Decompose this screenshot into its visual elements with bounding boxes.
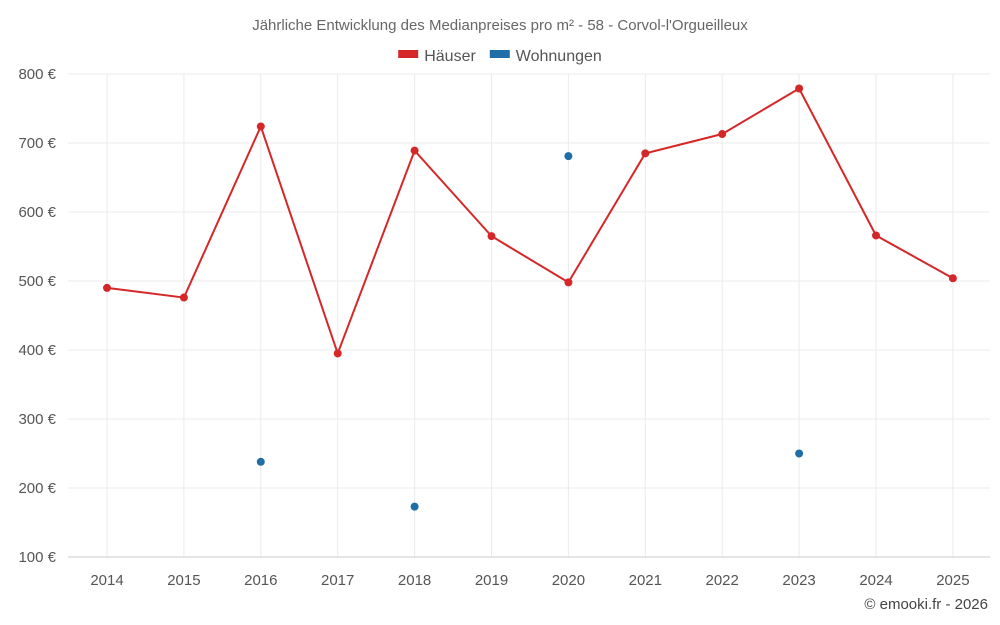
- legend-label: Wohnungen: [516, 48, 602, 65]
- data-point-haeuser[interactable]: [564, 278, 573, 287]
- chart-title: Jährliche Entwicklung des Medianpreises …: [252, 17, 748, 34]
- x-tick-label: 2024: [859, 572, 892, 589]
- grid: [68, 73, 990, 558]
- credit-text: © emooki.fr - 2026: [864, 596, 988, 613]
- data-point-haeuser[interactable]: [256, 122, 265, 131]
- legend-item-wohnungen[interactable]: Wohnungen: [489, 48, 602, 65]
- series-layer: [103, 84, 957, 511]
- data-point-haeuser[interactable]: [333, 349, 342, 358]
- data-point-haeuser[interactable]: [103, 283, 111, 292]
- x-tick-label: 2015: [167, 572, 200, 589]
- series-line-haeuser: [106, 87, 954, 357]
- legend-item-haeuser[interactable]: Häuser: [398, 48, 476, 65]
- legend-label: Häuser: [424, 48, 476, 65]
- y-tick-label: 100 €: [18, 549, 56, 566]
- x-tick-label: 2020: [552, 572, 585, 589]
- data-point-wohnungen[interactable]: [256, 457, 265, 466]
- x-tick-label: 2022: [706, 572, 739, 589]
- y-axis-ticks: 100 € 200 € 300 € 400 € 500 € 600 € 700 € 800 €: [18, 66, 56, 566]
- x-tick-label: 2023: [782, 572, 815, 589]
- data-point-wohnungen[interactable]: [410, 502, 419, 511]
- data-point-wohnungen[interactable]: [795, 449, 804, 458]
- data-point-haeuser[interactable]: [872, 231, 880, 240]
- x-tick-label: 2019: [475, 572, 508, 589]
- y-tick-label: 200 €: [18, 480, 56, 497]
- y-tick-label: 400 €: [18, 342, 56, 359]
- y-tick-label: 800 €: [18, 66, 56, 83]
- data-point-haeuser[interactable]: [795, 84, 804, 93]
- x-tick-label: 2017: [321, 572, 354, 589]
- data-point-haeuser[interactable]: [410, 146, 419, 155]
- legend-swatch: [398, 50, 419, 58]
- legend: Häuser Wohnungen: [398, 48, 602, 65]
- x-tick-label: 2021: [629, 572, 662, 589]
- data-point-wohnungen[interactable]: [564, 152, 573, 161]
- data-point-haeuser[interactable]: [641, 149, 650, 158]
- x-tick-label: 2014: [90, 572, 123, 589]
- x-tick-label: 2016: [244, 572, 277, 589]
- x-axis-ticks: 2014 2015 2016 2017 2018 2019 2020 2021 2022 2023…: [90, 572, 969, 589]
- y-tick-label: 700 €: [18, 135, 56, 152]
- data-point-haeuser[interactable]: [487, 232, 496, 241]
- data-point-haeuser[interactable]: [179, 293, 188, 302]
- x-tick-label: 2018: [398, 572, 431, 589]
- y-tick-label: 600 €: [18, 204, 56, 221]
- y-tick-label: 500 €: [18, 273, 56, 290]
- y-tick-label: 300 €: [18, 411, 56, 428]
- data-point-haeuser[interactable]: [718, 130, 727, 139]
- x-tick-label: 2025: [936, 572, 969, 589]
- data-point-haeuser[interactable]: [948, 274, 957, 283]
- legend-swatch: [489, 50, 510, 58]
